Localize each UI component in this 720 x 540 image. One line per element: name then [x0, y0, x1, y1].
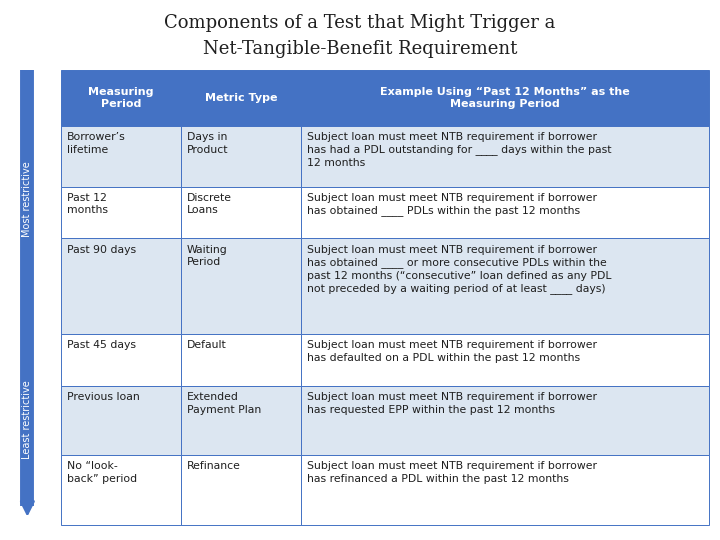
Text: Subject loan must meet NTB requirement if borrower
has requested EPP within the : Subject loan must meet NTB requirement i… — [307, 392, 597, 415]
Text: Borrower’s
lifetime: Borrower’s lifetime — [67, 132, 126, 154]
Text: Past 90 days: Past 90 days — [67, 245, 136, 255]
Text: Metric Type: Metric Type — [204, 93, 277, 103]
Text: Net-Tangible-Benefit Requirement: Net-Tangible-Benefit Requirement — [203, 40, 517, 58]
Text: Least restrictive: Least restrictive — [22, 381, 32, 460]
Text: Components of a Test that Might Trigger a: Components of a Test that Might Trigger … — [164, 14, 556, 31]
Text: Subject loan must meet NTB requirement if borrower
has defaulted on a PDL within: Subject loan must meet NTB requirement i… — [307, 340, 597, 363]
Text: Subject loan must meet NTB requirement if borrower
has obtained ____ PDLs within: Subject loan must meet NTB requirement i… — [307, 193, 597, 217]
Text: Past 12
months: Past 12 months — [67, 193, 108, 215]
Text: Measuring
Period: Measuring Period — [89, 87, 154, 109]
Text: Previous loan: Previous loan — [67, 392, 140, 402]
Text: Discrete
Loans: Discrete Loans — [187, 193, 232, 215]
Text: Subject loan must meet NTB requirement if borrower
has refinanced a PDL within t: Subject loan must meet NTB requirement i… — [307, 461, 597, 484]
Text: Waiting
Period: Waiting Period — [187, 245, 228, 267]
Text: Subject loan must meet NTB requirement if borrower
has obtained ____ or more con: Subject loan must meet NTB requirement i… — [307, 245, 611, 294]
Text: Past 45 days: Past 45 days — [67, 340, 136, 350]
Text: Example Using “Past 12 Months” as the
Measuring Period: Example Using “Past 12 Months” as the Me… — [380, 87, 630, 109]
Text: Days in
Product: Days in Product — [187, 132, 228, 154]
Text: Extended
Payment Plan: Extended Payment Plan — [187, 392, 261, 415]
Text: Default: Default — [187, 340, 227, 350]
Text: No “look-
back” period: No “look- back” period — [67, 461, 137, 484]
Text: Most restrictive: Most restrictive — [22, 161, 32, 237]
Text: Refinance: Refinance — [187, 461, 240, 471]
Text: Subject loan must meet NTB requirement if borrower
has had a PDL outstanding for: Subject loan must meet NTB requirement i… — [307, 132, 611, 168]
